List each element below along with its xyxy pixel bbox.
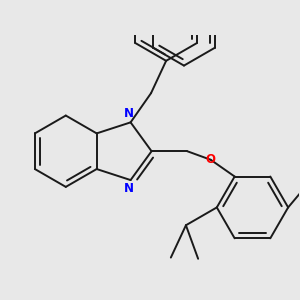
Text: N: N xyxy=(124,182,134,196)
Text: O: O xyxy=(206,153,216,166)
Text: N: N xyxy=(124,107,134,120)
